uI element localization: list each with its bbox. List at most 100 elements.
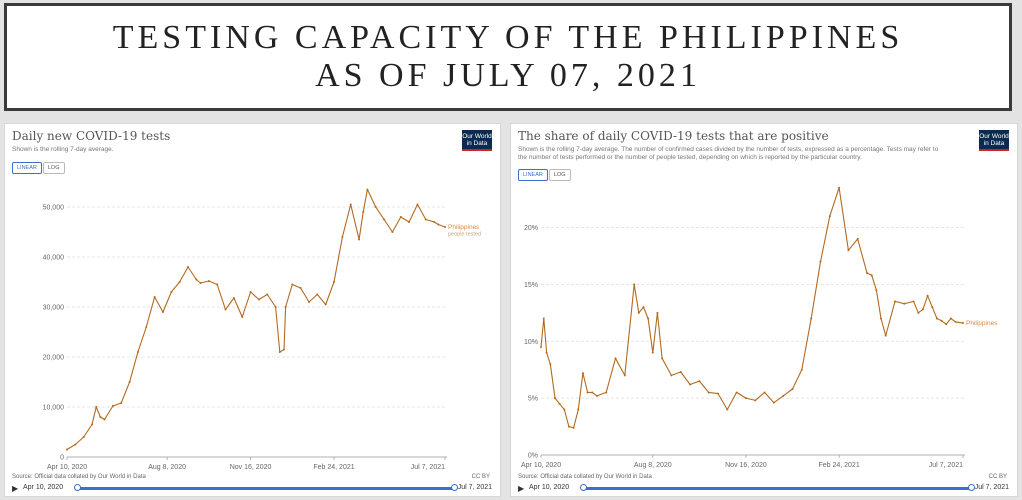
chart-subtitle: Shown is the rolling 7-day average. (12, 146, 114, 153)
series-point (637, 311, 640, 314)
y-tick-label: 10,000 (43, 405, 65, 412)
owid-logo[interactable]: Our World in Data (462, 130, 492, 151)
y-tick-label: 50,000 (43, 205, 65, 212)
x-tick-label: Apr 10, 2020 (47, 464, 87, 471)
series-point (912, 300, 915, 303)
log-toggle-button[interactable]: LOG (42, 162, 65, 174)
series-point (120, 402, 123, 404)
series-point (99, 416, 102, 418)
series-point (553, 397, 556, 400)
owid-logo[interactable]: Our World in Data (979, 130, 1009, 151)
series-point (111, 405, 114, 407)
series-point (661, 357, 664, 360)
y-tick-label: 10% (524, 339, 538, 346)
series-label: Philippines (966, 320, 998, 327)
series-point (540, 345, 542, 348)
series-point (216, 283, 219, 286)
play-icon[interactable]: ▶ (12, 484, 19, 493)
x-tick-label: Jul 7, 2021 (929, 462, 963, 469)
series-point (545, 351, 548, 354)
timeline-track[interactable] (78, 487, 454, 490)
series-point (962, 322, 964, 325)
series-point (549, 363, 552, 365)
series-point (679, 370, 682, 373)
series-point (651, 351, 654, 354)
timeline-start-handle[interactable] (74, 484, 81, 491)
series-point (782, 394, 785, 397)
series-point (178, 281, 181, 283)
y-tick-label: 20% (524, 225, 538, 232)
series-point (444, 226, 446, 228)
series-label: Philippines (448, 224, 480, 231)
series-point (726, 408, 729, 411)
y-tick-label: 40,000 (43, 255, 65, 262)
linear-toggle-button[interactable]: LINEAR (518, 169, 548, 181)
chart-title: The share of daily COVID-19 tests that a… (518, 129, 829, 143)
series-point (207, 280, 210, 282)
series-point (633, 283, 636, 286)
positivity-chart-panel: The share of daily COVID-19 tests that a… (510, 123, 1018, 497)
series-point (266, 293, 269, 296)
banner-line-1: TESTING CAPACITY OF THE PHILIPPINES (112, 19, 904, 56)
series-point (341, 236, 344, 238)
series-point (605, 391, 608, 394)
y-tick-label: 30,000 (43, 305, 65, 312)
series-point (91, 423, 94, 426)
timeline-track[interactable] (584, 487, 971, 490)
series-point (707, 391, 710, 394)
series-point (399, 216, 402, 218)
chart-title: Daily new COVID-19 tests (12, 129, 171, 143)
series-point (647, 317, 650, 320)
timeline-end-handle[interactable] (451, 484, 458, 491)
series-point (299, 287, 302, 289)
series-point (391, 231, 394, 233)
series-point (307, 301, 310, 303)
title-banner: TESTING CAPACITY OF THE PHILIPPINES AS O… (4, 3, 1012, 111)
series-point (926, 294, 929, 297)
license-note[interactable]: CC BY (471, 474, 490, 480)
series-point (136, 351, 139, 353)
series-point (847, 249, 850, 252)
log-toggle-button[interactable]: LOG (548, 169, 571, 181)
series-point (880, 317, 883, 320)
timeline-slider[interactable]: ▶ Apr 10, 2020 Jul 7, 2021 (12, 482, 492, 494)
series-point (95, 406, 98, 408)
series-point (791, 388, 794, 391)
series-point (291, 283, 294, 286)
license-note[interactable]: CC BY (988, 474, 1007, 480)
series-label: people tested (448, 232, 481, 238)
series-point (893, 300, 896, 303)
x-tick-label: Apr 10, 2020 (521, 462, 561, 469)
series-point (870, 274, 873, 277)
x-tick-label: Feb 24, 2021 (818, 462, 859, 469)
timeline-start-handle[interactable] (580, 484, 587, 491)
series-point (284, 306, 287, 308)
scale-toggle: LINEAR LOG (518, 169, 572, 181)
series-point (716, 392, 719, 395)
timeline-end-handle[interactable] (968, 484, 975, 491)
play-icon[interactable]: ▶ (518, 484, 525, 493)
series-point (316, 293, 319, 296)
series-point (82, 436, 85, 438)
timeline-slider[interactable]: ▶ Apr 10, 2020 Jul 7, 2021 (518, 482, 1009, 494)
series-point (819, 260, 822, 263)
series-point (249, 291, 252, 293)
series-point (362, 211, 365, 213)
source-note: Source: Official data collated by Our Wo… (518, 474, 652, 480)
series-point (145, 326, 148, 328)
linear-toggle-button[interactable]: LINEAR (12, 162, 42, 174)
scale-toggle: LINEAR LOG (12, 162, 66, 174)
series-point (66, 448, 68, 451)
series-point (374, 206, 377, 208)
tests-line-chart: 0 10,000 20,000 30,000 40,000 50,000 Apr 10, 2… (43, 188, 481, 471)
series-point (408, 221, 411, 223)
series-point (424, 218, 427, 221)
series-point (595, 394, 598, 397)
series-point (324, 303, 327, 306)
series-line (540, 187, 964, 429)
series-point (931, 306, 934, 309)
series-point (810, 317, 813, 320)
series-point (224, 308, 227, 311)
series-point (866, 272, 869, 274)
series-point (586, 391, 589, 394)
